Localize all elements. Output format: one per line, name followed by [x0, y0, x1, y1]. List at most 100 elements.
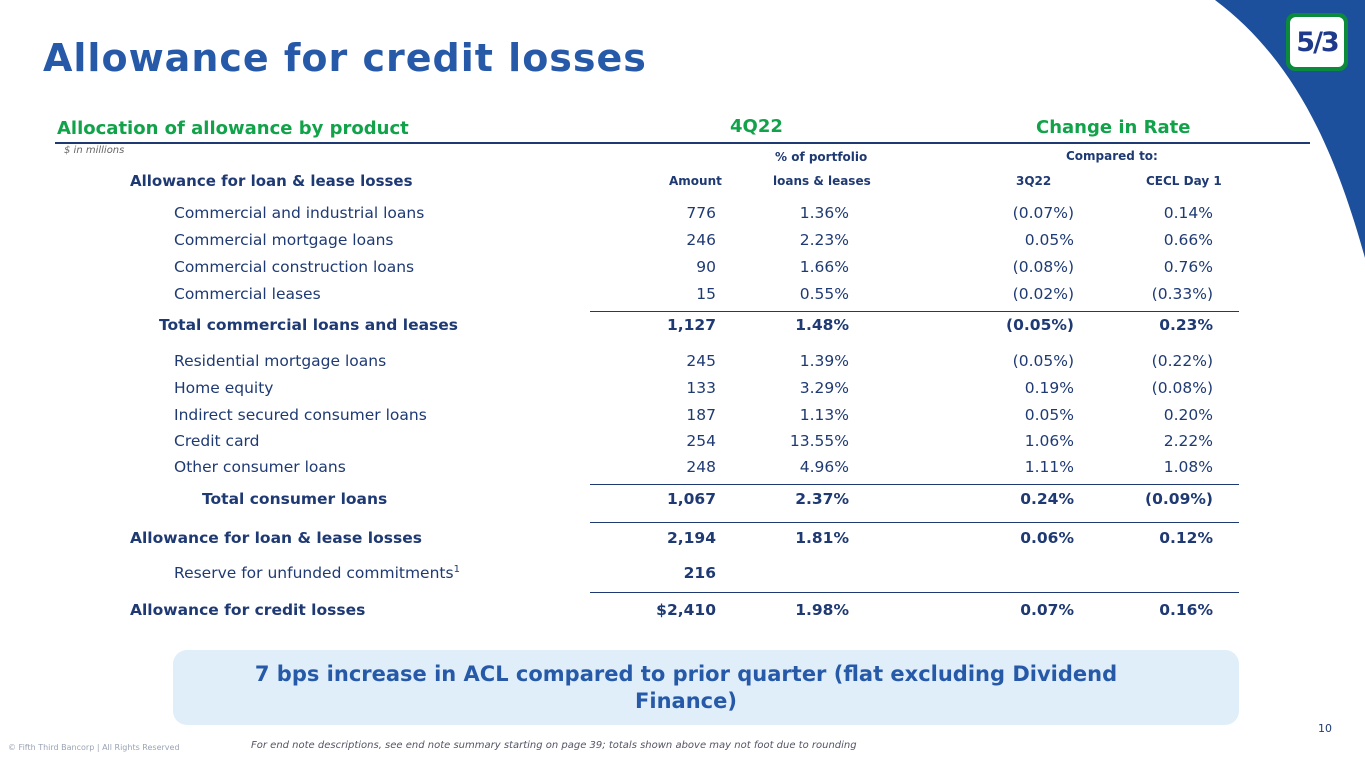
row-q3: (0.02%) — [1012, 285, 1074, 303]
row-cecl: 0.20% — [1163, 406, 1213, 424]
row-amount: 254 — [686, 432, 716, 450]
row-label: Credit card — [174, 432, 260, 450]
col-header-cecl: CECL Day 1 — [1146, 174, 1222, 188]
col-header-compared: Compared to: — [1066, 149, 1158, 163]
row-q3: 0.19% — [1024, 379, 1074, 397]
row-label: Commercial construction loans — [174, 258, 415, 276]
callout-text: 7 bps increase in ACL compared to prior … — [254, 662, 1118, 713]
row-q3: 0.05% — [1024, 231, 1074, 249]
col-header-amount: Amount — [669, 174, 722, 188]
row-label: Commercial leases — [174, 285, 321, 303]
footnote-marker: 1 — [453, 564, 460, 575]
row-label-text: Reserve for unfunded commitments — [174, 564, 454, 583]
row-cecl: 2.22% — [1163, 432, 1213, 450]
row-label: Allowance for credit losses — [130, 601, 366, 619]
row-cecl: 0.14% — [1163, 204, 1213, 222]
row-cecl: 0.23% — [1159, 316, 1213, 334]
header-rule — [55, 142, 1310, 144]
row-amount: $2,410 — [656, 601, 716, 619]
allowance-loan-lease-heading: Allowance for loan & lease losses — [130, 172, 413, 190]
row-cecl: 0.66% — [1163, 231, 1213, 249]
logo-text: 5/3 — [1296, 26, 1339, 58]
row-amount: 90 — [696, 258, 716, 276]
row-pct: 2.37% — [795, 490, 849, 508]
row-cecl: (0.08%) — [1151, 379, 1213, 397]
row-pct: 1.66% — [799, 258, 849, 276]
row-pct: 0.55% — [799, 285, 849, 303]
table-row: Credit card 254 13.55% 1.06% 2.22% — [0, 432, 1365, 454]
footnote: For end note descriptions, see end note … — [251, 740, 857, 751]
row-label: Residential mortgage loans — [174, 352, 387, 370]
page-title: Allowance for credit losses — [43, 36, 647, 80]
row-label: Home equity — [174, 379, 274, 397]
table-row: Commercial construction loans 90 1.66% (… — [0, 258, 1365, 280]
row-label: Indirect secured consumer loans — [174, 406, 427, 424]
row-q3: (0.05%) — [1006, 316, 1074, 334]
row-cecl: (0.33%) — [1151, 285, 1213, 303]
table-row: Home equity 133 3.29% 0.19% (0.08%) — [0, 379, 1365, 401]
total-rule — [590, 522, 1239, 523]
row-cecl: 1.08% — [1163, 458, 1213, 476]
units-note: $ in millions — [64, 145, 125, 156]
col-header-3q22: 3Q22 — [1016, 174, 1052, 188]
row-amount: 245 — [686, 352, 716, 370]
row-label: Reserve for unfunded commitments1 — [174, 564, 460, 582]
page-number: 10 — [1318, 722, 1332, 735]
row-amount: 1,127 — [666, 316, 716, 334]
row-amount: 187 — [686, 406, 716, 424]
subtotal-rule — [590, 311, 1239, 312]
col-header-portfolio-2: loans & leases — [773, 174, 871, 188]
logo-inner: 5/3 — [1290, 17, 1344, 67]
row-label: Total consumer loans — [202, 490, 388, 508]
row-cecl: (0.09%) — [1145, 490, 1213, 508]
row-pct: 1.13% — [799, 406, 849, 424]
row-pct: 13.55% — [789, 432, 849, 450]
row-q3: 1.11% — [1024, 458, 1074, 476]
row-cecl: 0.16% — [1159, 601, 1213, 619]
row-pct: 1.39% — [799, 352, 849, 370]
callout-box — [173, 650, 1239, 725]
row-q3: (0.08%) — [1012, 258, 1074, 276]
row-pct: 1.36% — [799, 204, 849, 222]
table-row: Commercial leases 15 0.55% (0.02%) (0.33… — [0, 285, 1365, 307]
row-q3: (0.07%) — [1012, 204, 1074, 222]
row-amount: 1,067 — [666, 490, 716, 508]
row-q3: 0.07% — [1020, 601, 1074, 619]
row-q3: 0.06% — [1020, 529, 1074, 547]
row-pct: 1.81% — [795, 529, 849, 547]
table-row: Commercial mortgage loans 246 2.23% 0.05… — [0, 231, 1365, 253]
table-row-total: Allowance for loan & lease losses 2,194 … — [0, 529, 1365, 551]
row-pct: 1.98% — [795, 601, 849, 619]
period-heading: 4Q22 — [730, 116, 783, 137]
row-pct: 2.23% — [799, 231, 849, 249]
row-pct: 4.96% — [799, 458, 849, 476]
row-label: Other consumer loans — [174, 458, 346, 476]
table-row-total: Total commercial loans and leases 1,127 … — [0, 316, 1365, 338]
row-amount: 248 — [686, 458, 716, 476]
row-cecl: 0.76% — [1163, 258, 1213, 276]
row-cecl: (0.22%) — [1151, 352, 1213, 370]
table-row: Residential mortgage loans 245 1.39% (0.… — [0, 352, 1365, 374]
row-label: Commercial mortgage loans — [174, 231, 394, 249]
table-row: Other consumer loans 248 4.96% 1.11% 1.0… — [0, 458, 1365, 480]
row-label: Allowance for loan & lease losses — [130, 529, 422, 547]
row-amount: 15 — [696, 285, 716, 303]
table-row: Reserve for unfunded commitments1 216 — [0, 564, 1365, 586]
row-amount: 776 — [686, 204, 716, 222]
row-amount: 2,194 — [666, 529, 716, 547]
row-q3: 0.05% — [1024, 406, 1074, 424]
table-row: Indirect secured consumer loans 187 1.13… — [0, 406, 1365, 428]
change-in-rate-heading: Change in Rate — [1036, 117, 1191, 138]
row-amount: 216 — [683, 564, 716, 582]
row-amount: 133 — [686, 379, 716, 397]
fifth-third-logo: 5/3 — [1286, 13, 1348, 71]
row-pct: 1.48% — [795, 316, 849, 334]
row-amount: 246 — [686, 231, 716, 249]
row-pct: 3.29% — [799, 379, 849, 397]
table-row: Commercial and industrial loans 776 1.36… — [0, 204, 1365, 226]
total-rule — [590, 592, 1239, 593]
subtotal-rule — [590, 484, 1239, 485]
row-cecl: 0.12% — [1159, 529, 1213, 547]
row-q3: 0.24% — [1020, 490, 1074, 508]
col-header-portfolio-1: % of portfolio — [775, 150, 868, 164]
